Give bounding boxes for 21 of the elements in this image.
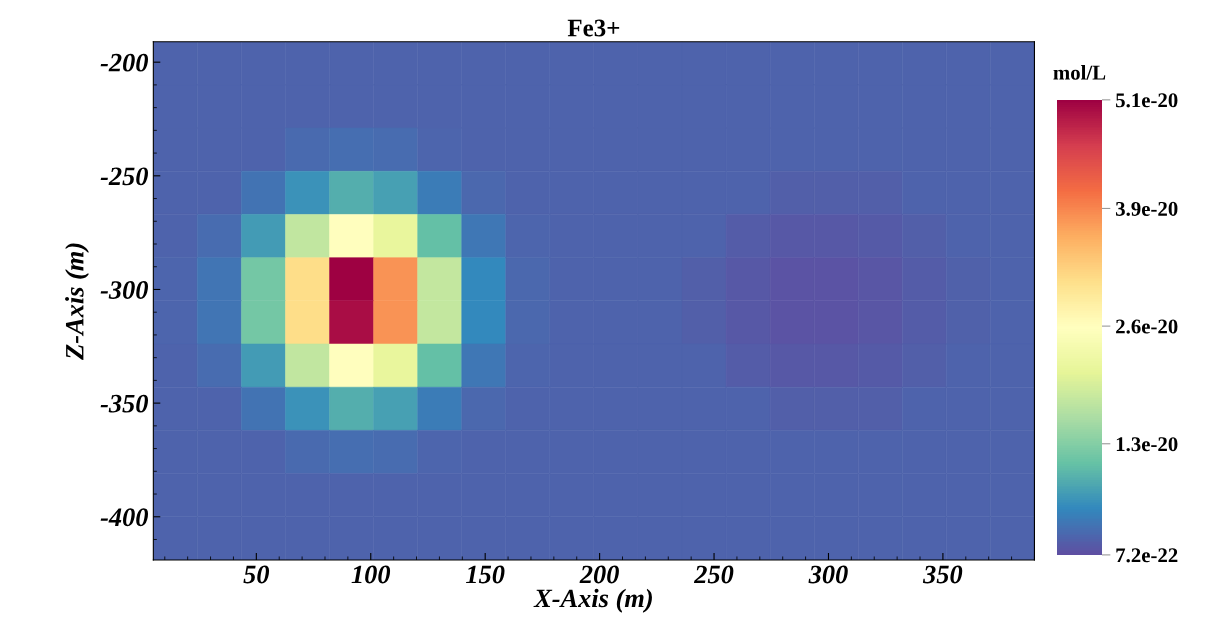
x-axis-title: X-Axis (m) (533, 588, 652, 613)
color-bar-label: 5.1e-20 (1116, 93, 1178, 108)
y-tick-label: -300 (100, 281, 149, 299)
x-tick-label: 150 (466, 565, 505, 584)
y-tick-label: -250 (100, 167, 149, 186)
x-tick-label: 200 (579, 565, 619, 584)
y-tick-label: -350 (100, 394, 149, 413)
y-axis-title: Z-Axis (m) (65, 243, 89, 360)
color-bar-label: 3.9e-20 (1115, 201, 1178, 216)
x-tick-label: 50 (243, 565, 270, 584)
x-tick-label: 300 (808, 565, 848, 584)
color-bar-label: 7.2e-22 (1116, 548, 1178, 563)
x-tick-label: 250 (693, 565, 734, 584)
color-bar-title: mol/L (1053, 65, 1106, 80)
color-bar-label: 1.3e-20 (1116, 437, 1178, 452)
chart-title: Fe3+ (567, 19, 620, 37)
y-tick-label: -200 (100, 53, 149, 72)
y-tick-label: -400 (100, 508, 149, 527)
color-bar-label: 2.6e-20 (1116, 319, 1178, 334)
x-tick-label: 350 (922, 565, 963, 584)
x-tick-label: 100 (351, 565, 391, 584)
